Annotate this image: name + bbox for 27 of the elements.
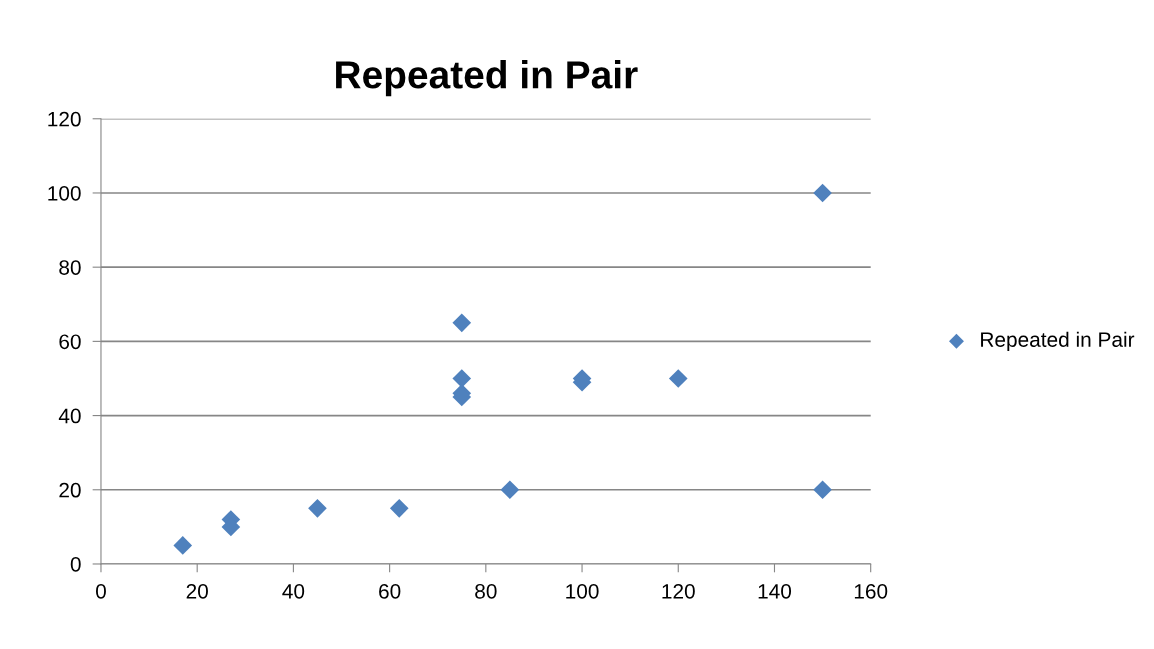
y-tick-label: 60 [59,334,81,350]
legend-label: Repeated in Pair [981,331,1135,352]
x-tick-label: 100 [566,583,599,599]
point [308,499,327,518]
point [389,499,409,518]
y-tick-label: 20 [59,482,81,498]
point [813,183,832,203]
point [500,480,520,500]
x-tick-label: 60 [379,583,401,599]
x-tick-label: 40 [282,583,305,599]
point [173,536,193,555]
y-tick-label: 0 [70,556,81,572]
y-tick-label: 120 [48,111,81,127]
chart-title: Repeated in Pair [336,60,638,97]
x-tick-label: 80 [475,583,497,599]
y-tick-label: 80 [59,260,81,275]
point [813,480,832,500]
point [668,369,688,388]
x-tick-label: 120 [662,583,695,599]
x-tick-label: 0 [96,583,106,599]
x-tick-label: 20 [186,583,208,599]
point [452,369,472,388]
point [452,313,472,333]
x-tick-label: 140 [758,583,792,599]
y-tick-label: 100 [48,185,81,201]
x-tick-label: 160 [854,583,888,599]
y-tick-label: 40 [58,408,81,424]
